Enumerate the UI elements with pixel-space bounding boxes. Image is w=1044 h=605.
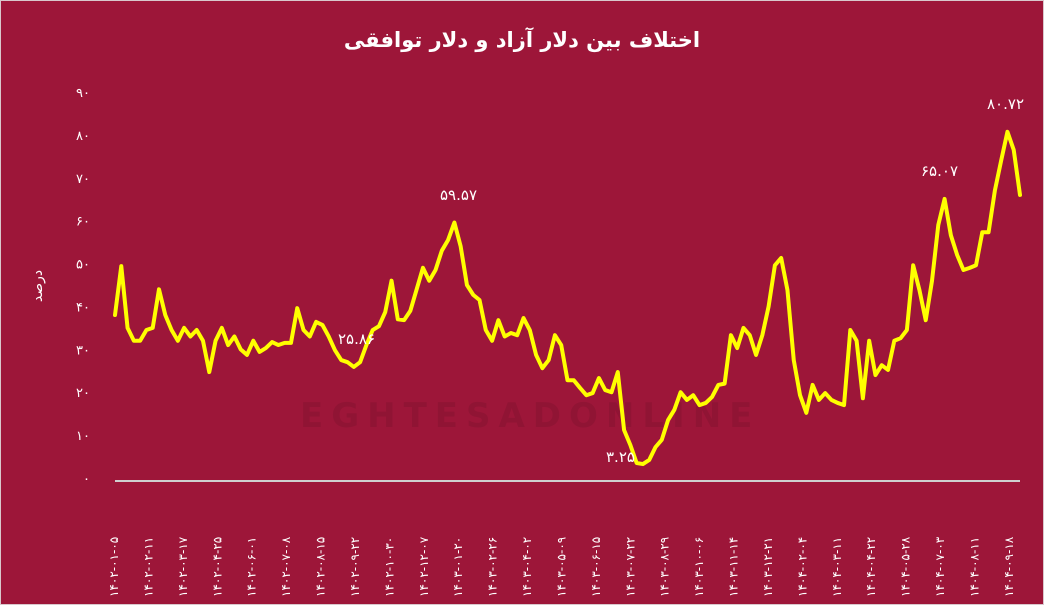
chart-title: اختلاف بین دلار آزاد و دلار توافقی [343, 28, 701, 52]
data-line [113, 129, 1022, 467]
x-tick-label: ۱۴۰۴-۰۷-۰۳ [933, 536, 947, 597]
x-tick-label: ۱۴۰۳-۱۱-۱۴ [727, 537, 741, 597]
x-tick-label: ۱۴۰۳-۰۷-۲۲ [623, 537, 637, 597]
x-tick-label: ۱۴۰۴-۰۲-۰۴ [795, 537, 809, 597]
annotation-low-1: ۲۵.۸۶ [338, 330, 375, 348]
y-tick-label: ۳۰ [76, 343, 90, 358]
y-tick-label: ۲۰ [76, 386, 90, 401]
y-tick-label: ۰ [83, 472, 90, 487]
x-tick-label: ۱۴۰۲-۱۰-۳۰ [382, 537, 396, 597]
x-tick-label: ۱۴۰۳-۱۲-۲۱ [761, 537, 775, 597]
x-tick-label: ۱۴۰۲-۰۷-۰۸ [279, 536, 293, 597]
y-tick-label: ۱۰ [76, 429, 90, 444]
y-tick-label: ۵۰ [76, 258, 90, 273]
x-tick-label: ۱۴۰۳-۰۴-۰۲ [520, 537, 534, 597]
x-tick-label: ۱۴۰۴-۰۸-۱۱ [968, 537, 982, 597]
x-tick-label: ۱۴۰۳-۱۰-۰۶ [692, 537, 706, 597]
x-tick-label: ۱۴۰۳-۰۵-۰۹ [554, 537, 568, 597]
x-tick-label: ۱۴۰۴-۰۴-۲۲ [864, 537, 878, 597]
x-tick-label: ۱۴۰۲-۰۲-۱۱ [141, 537, 155, 597]
annotation-low-2: ۳.۲۵ [606, 448, 635, 466]
annotation-peak-2: ۶۵.۰۷ [921, 162, 958, 180]
x-tick-label: ۱۴۰۳-۰۱-۲۰ [451, 537, 465, 597]
x-tick-label: ۱۴۰۲-۰۸-۱۵ [314, 537, 328, 597]
x-tick-label: ۱۴۰۲-۱۲-۰۷ [417, 536, 431, 597]
x-tick-label: ۱۴۰۴-۰۳-۱۱ [830, 537, 844, 597]
x-tick-label: ۱۴۰۲-۰۹-۲۲ [348, 537, 362, 597]
y-tick-label: ۶۰ [76, 215, 90, 230]
y-tick-label: ۴۰ [76, 300, 90, 315]
annotation-peak-3: ۸۰.۷۲ [987, 95, 1024, 113]
x-tick-label: ۱۴۰۲-۰۶-۰۱ [245, 537, 259, 597]
y-tick-label: ۷۰ [76, 172, 90, 187]
y-tick-label: ۹۰ [76, 86, 90, 101]
x-tick-label: ۱۴۰۳-۰۲-۲۶ [486, 537, 500, 597]
y-tick-label: ۸۰ [76, 129, 90, 144]
x-tick-label: ۱۴۰۳-۰۶-۱۵ [589, 537, 603, 597]
x-tick-label: ۱۴۰۴-۰۹-۱۸ [1002, 536, 1016, 597]
x-tick-label: ۱۴۰۲-۰۱-۰۵ [107, 537, 121, 597]
x-tick-label: ۱۴۰۲-۰۳-۱۷ [176, 536, 190, 597]
x-tick-label: ۱۴۰۴-۰۵-۲۸ [899, 536, 913, 597]
x-tick-label: ۱۴۰۳-۰۸-۲۹ [658, 537, 672, 597]
annotation-peak-1: ۵۹.۵۷ [440, 186, 477, 204]
x-tick-label: ۱۴۰۲-۰۴-۲۵ [210, 537, 224, 597]
